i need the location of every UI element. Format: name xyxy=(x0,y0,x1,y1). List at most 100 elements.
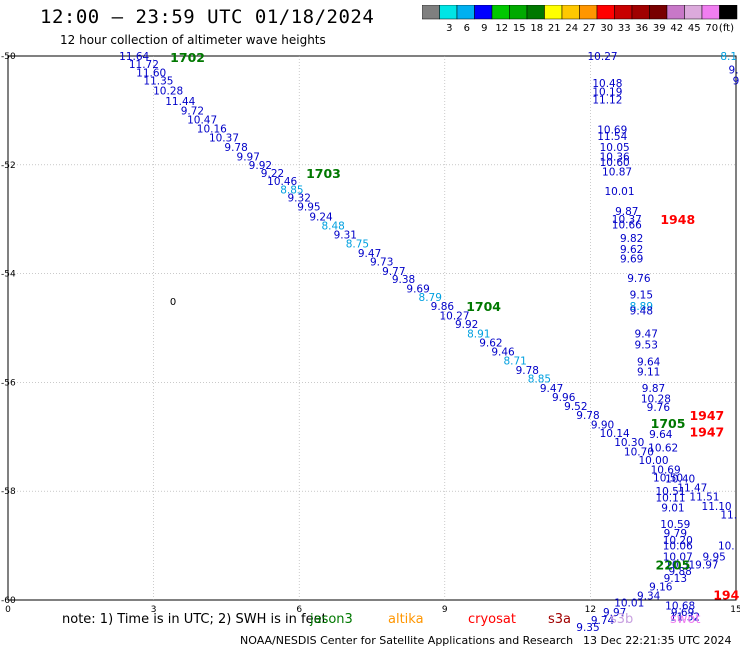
pass-label: 1703 xyxy=(306,166,341,181)
colorbar-tick-label: 39 xyxy=(653,23,666,34)
wave-height-label: 9.76 xyxy=(627,273,651,285)
wave-height-label: 10.46 xyxy=(267,176,297,188)
wave-height-label: 10.59 xyxy=(660,519,690,531)
wave-height-label: 10.40 xyxy=(665,474,695,486)
x-tick-label: 9 xyxy=(442,605,448,615)
wave-height-label: 9.34 xyxy=(637,591,661,603)
wave-height-label: 10.01 xyxy=(614,598,644,610)
y-tick-label: -60 xyxy=(1,596,16,606)
y-tick-label: -50 xyxy=(1,52,16,62)
colorbar-tick-label: 42 xyxy=(670,23,683,34)
wave-height-label: 11.10 xyxy=(702,501,732,513)
wave-height-label: 10.16 xyxy=(197,123,227,135)
wave-height-label: 10.19 xyxy=(592,86,622,98)
wave-height-label: 10.87 xyxy=(602,166,632,178)
x-tick-label: 3 xyxy=(151,605,157,615)
plot-frame xyxy=(7,55,737,601)
wave-height-label: 9.87 xyxy=(615,206,638,218)
wave-height-label: 9.53 xyxy=(635,339,658,351)
y-tick-label: -54 xyxy=(1,270,16,280)
x-tick-label: 0 xyxy=(5,605,11,615)
wave-height-label: 8.1 xyxy=(720,51,737,63)
legend-swot: swot xyxy=(670,612,701,627)
wave-height-label: 10.07 xyxy=(663,551,693,563)
wave-height-label: 9.72 xyxy=(181,105,204,117)
y-tick-label: -52 xyxy=(1,161,16,171)
x-tick-label: 6 xyxy=(296,605,302,615)
pass-label: 2205 xyxy=(656,558,691,573)
wave-height-label: 11.72 xyxy=(129,59,159,71)
wave-height-label: 10.48 xyxy=(592,78,622,90)
pass-label: 194 xyxy=(713,588,739,603)
wave-height-label: 9.74 xyxy=(591,615,615,627)
wave-height-label: 9.88 xyxy=(668,566,691,578)
wave-height-label: 9.97 xyxy=(695,560,718,572)
wave-height-label: 11.64 xyxy=(119,51,149,63)
wave-height-label: 10.20 xyxy=(663,535,693,547)
pass-label: 1704 xyxy=(466,299,501,314)
wave-height-label: 9.22 xyxy=(261,168,284,180)
wave-height-label: 10.37 xyxy=(612,214,642,226)
wave-height-label: 9.62 xyxy=(620,244,643,256)
wave-height-label: 9.76 xyxy=(647,402,671,414)
wave-height-label: 10.28 xyxy=(641,394,671,406)
wave-height-label: 9.79 xyxy=(664,528,687,540)
wave-height-label: 10.30 xyxy=(614,437,644,449)
wave-height-label: 9.62 xyxy=(479,338,502,350)
wave-height-label: 9.97 xyxy=(237,152,260,164)
wave-height-label: 9.95 xyxy=(702,551,725,563)
chart-title: 12:00 – 23:59 UTC 01/18/2024 xyxy=(40,6,375,28)
wave-height-label: 9.11 xyxy=(637,367,660,379)
pass-label: 1705 xyxy=(651,416,686,431)
wave-height-label: 8.71 xyxy=(503,356,526,368)
wave-height-label: 10.37 xyxy=(209,133,239,145)
legend-cryosat: cryosat xyxy=(468,612,516,627)
wave-height-label: 10.27 xyxy=(439,310,469,322)
colorbar: 3 6 9 12 15 18 21 24 27 30 33 36 39 42 45 70 (ft) xyxy=(422,5,738,34)
wave-height-label: 11.54 xyxy=(597,131,627,143)
wave-height-label: 8.75 xyxy=(346,239,369,251)
wave-height-label: 9.90 xyxy=(591,419,614,431)
wave-height-label: 10.06 xyxy=(663,541,693,553)
colorbar-tick-label: 70 xyxy=(705,23,718,34)
colorbar-tick-label: 12 xyxy=(495,23,508,34)
colorbar-tick-label: 3 xyxy=(446,23,452,34)
wave-height-label: 8.85 xyxy=(528,374,551,386)
timestamp-text: 13 Dec 22:21:35 UTC 2024 xyxy=(583,634,732,647)
colorbar-tick-label: 9 xyxy=(481,23,487,34)
wave-height-label: 9.92 xyxy=(249,160,272,172)
wave-height-label: 9. xyxy=(729,65,739,77)
colorbar-tick-label: 36 xyxy=(635,23,648,34)
wave-height-label: 9.97 xyxy=(603,607,626,619)
x-tick-label: 12 xyxy=(585,605,596,615)
wave-height-label: 9.69 xyxy=(620,253,643,265)
colorbar-tick-label: 30 xyxy=(600,23,613,34)
wave-height-label: 9.96 xyxy=(552,392,576,404)
wave-height-label: 9.77 xyxy=(382,266,405,278)
credit-text: NOAA/NESDIS Center for Satellite Applica… xyxy=(240,634,574,647)
colorbar-bin xyxy=(719,5,738,20)
pass-label: 1702 xyxy=(170,50,205,65)
wave-height-label: 9.69 xyxy=(671,607,694,619)
colorbar-tick-label: 45 xyxy=(688,23,701,34)
wave-height-label: 9.95 xyxy=(297,202,320,214)
y-tick-label: -56 xyxy=(1,378,16,388)
wave-height-label: 8.89 xyxy=(630,301,653,313)
wave-height-label: 9.64 xyxy=(649,429,673,441)
colorbar-tick-label: 24 xyxy=(565,23,578,34)
legend-s3b: s3b xyxy=(610,612,634,627)
wave-height-label: 10.36 xyxy=(600,152,630,164)
wave-height-label: 10.01 xyxy=(604,186,634,198)
wave-height-label: 9.24 xyxy=(309,211,333,223)
pass-label: 1948 xyxy=(660,212,695,227)
legend-jason3: jason3 xyxy=(310,612,353,627)
wave-height-label: 9.13 xyxy=(664,573,687,585)
wave-height-label: 10.11 xyxy=(655,493,685,505)
wave-height-label: 10.70 xyxy=(624,446,654,458)
wave-height-label: 10.66 xyxy=(612,220,642,232)
wave-height-label: 10. xyxy=(718,541,735,553)
wave-height-label: 9.52 xyxy=(564,401,587,413)
wave-height-label: 9 xyxy=(733,75,740,87)
colorbar-tick-label: 18 xyxy=(530,23,543,34)
